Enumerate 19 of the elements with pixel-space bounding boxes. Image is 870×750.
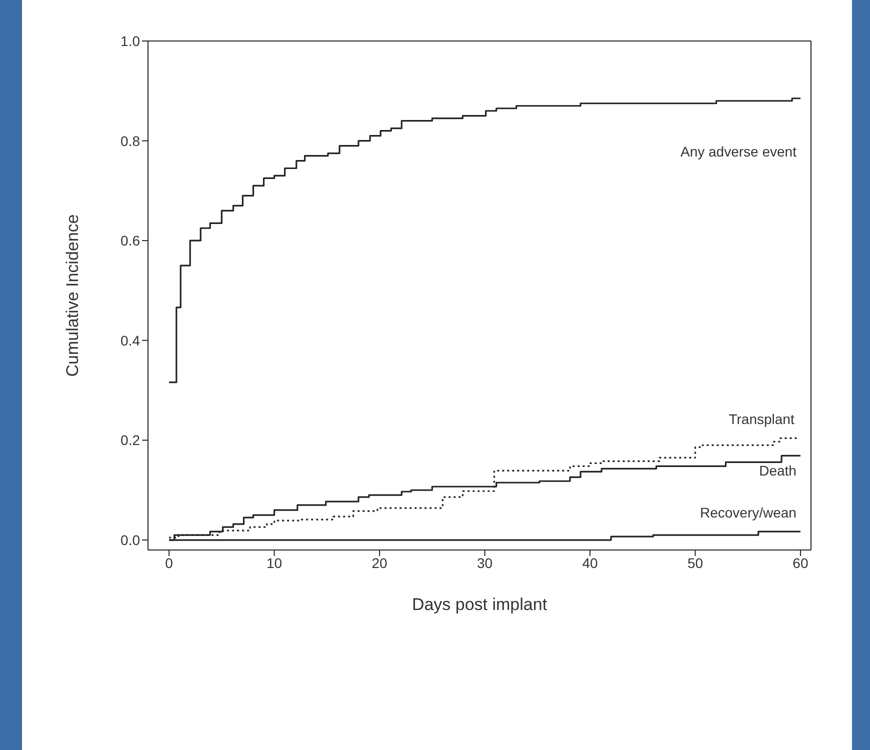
text: Any adverse event bbox=[680, 143, 797, 160]
y-tick-label: 0.8 bbox=[120, 132, 140, 149]
x-axis-title: Days post implant bbox=[412, 595, 548, 614]
x-tick-label: 10 bbox=[266, 554, 282, 571]
series-label: Death bbox=[759, 462, 796, 479]
y-tick-label: 0.2 bbox=[120, 432, 140, 448]
x-tick-label: 0 bbox=[165, 554, 174, 571]
series-label: Recovery/wean bbox=[700, 504, 796, 521]
x-tick-label: 50 bbox=[687, 554, 704, 571]
x-tick-label: 60 bbox=[792, 554, 808, 571]
y-tick-label: 1.0 bbox=[120, 32, 140, 49]
series-label: Transplant bbox=[728, 411, 794, 428]
x-tick-label: 40 bbox=[582, 554, 598, 571]
x-tick-label: 30 bbox=[476, 554, 493, 571]
y-tick-label: 0.4 bbox=[120, 332, 140, 348]
y-tick-label: 0.0 bbox=[120, 532, 140, 548]
y-axis-title: Cumulative Incidence bbox=[63, 214, 82, 377]
x-tick-label: 20 bbox=[372, 554, 388, 571]
y-tick-label: 0.6 bbox=[120, 232, 140, 249]
